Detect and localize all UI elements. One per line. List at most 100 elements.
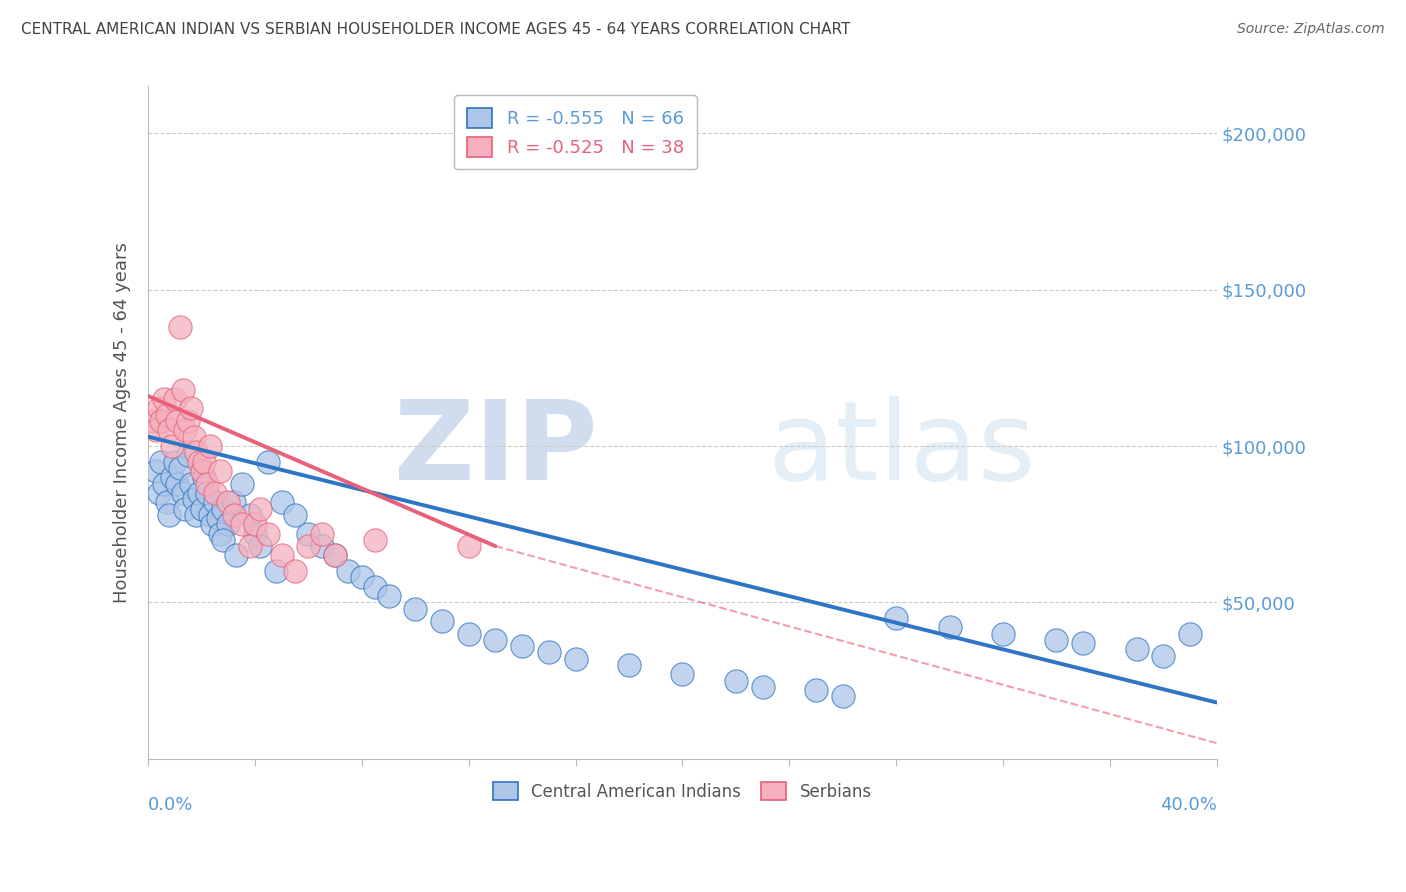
Point [671,667,693,681]
Point [225,549,247,563]
Point [198,508,221,522]
Point [430,614,453,628]
Point [1071,636,1094,650]
Point [172,383,194,397]
Point [337,564,360,578]
Point [153,392,176,406]
Point [884,611,907,625]
Point [204,486,226,500]
Point [266,564,288,578]
Point [457,626,479,640]
Point [186,445,208,459]
Point [156,408,179,422]
Point [169,461,191,475]
Point [510,639,533,653]
Point [249,501,271,516]
Point [1152,648,1174,663]
Point [222,508,245,522]
Point [150,414,173,428]
Point [180,476,202,491]
Point [186,508,208,522]
Point [311,526,333,541]
Point [484,632,506,647]
Point [270,495,292,509]
Point [207,511,229,525]
Point [239,508,262,522]
Point [257,455,280,469]
Point [160,470,183,484]
Point [190,501,212,516]
Point [249,539,271,553]
Point [163,392,186,406]
Point [145,424,167,438]
Point [377,589,399,603]
Point [364,533,387,547]
Point [1125,642,1147,657]
Point [297,539,319,553]
Point [831,690,853,704]
Point [457,539,479,553]
Point [174,424,197,438]
Point [311,539,333,553]
Point [323,549,346,563]
Point [1178,626,1201,640]
Point [187,486,209,500]
Point [217,495,239,509]
Point [156,495,179,509]
Point [193,455,215,469]
Point [212,501,235,516]
Text: 40.0%: 40.0% [1160,796,1216,814]
Point [180,401,202,416]
Point [169,320,191,334]
Text: ZIP: ZIP [394,396,598,503]
Point [150,455,173,469]
Point [195,486,218,500]
Point [166,476,188,491]
Point [239,539,262,553]
Point [350,570,373,584]
Point [153,476,176,491]
Point [991,626,1014,640]
Point [174,501,197,516]
Point [183,492,205,507]
Y-axis label: Householder Income Ages 45 - 64 years: Householder Income Ages 45 - 64 years [114,242,131,603]
Text: Source: ZipAtlas.com: Source: ZipAtlas.com [1237,22,1385,37]
Point [193,470,215,484]
Point [204,495,226,509]
Point [364,580,387,594]
Point [404,601,426,615]
Point [177,449,200,463]
Point [142,414,165,428]
Point [159,508,181,522]
Point [270,549,292,563]
Point [159,424,181,438]
Point [231,517,253,532]
Point [284,564,307,578]
Text: CENTRAL AMERICAN INDIAN VS SERBIAN HOUSEHOLDER INCOME AGES 45 - 64 YEARS CORRELA: CENTRAL AMERICAN INDIAN VS SERBIAN HOUSE… [21,22,851,37]
Point [183,430,205,444]
Point [537,645,560,659]
Point [938,620,960,634]
Point [217,517,239,532]
Point [1045,632,1067,647]
Point [751,680,773,694]
Point [201,517,224,532]
Text: 0.0%: 0.0% [148,796,194,814]
Point [323,549,346,563]
Point [190,464,212,478]
Point [804,683,827,698]
Point [187,455,209,469]
Point [257,526,280,541]
Point [160,439,183,453]
Point [231,476,253,491]
Point [177,414,200,428]
Point [724,673,747,688]
Point [297,526,319,541]
Point [195,476,218,491]
Point [243,517,266,532]
Point [212,533,235,547]
Point [243,526,266,541]
Point [209,526,232,541]
Point [166,414,188,428]
Point [148,486,170,500]
